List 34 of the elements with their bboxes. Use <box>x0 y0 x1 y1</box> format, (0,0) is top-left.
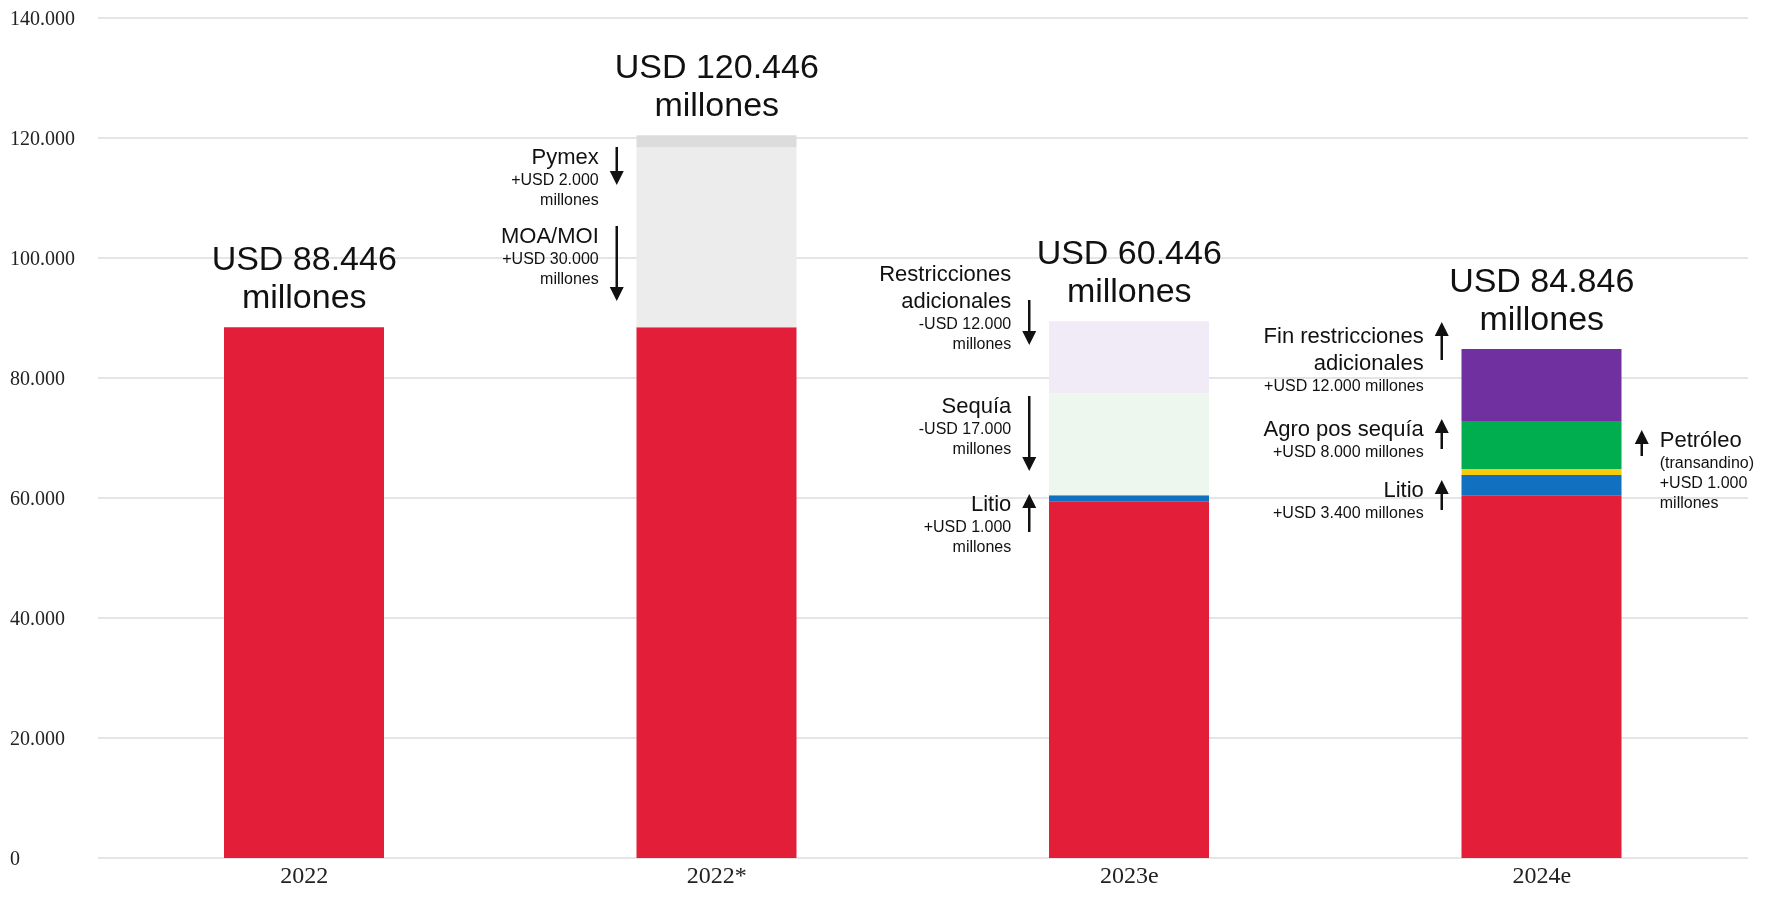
bar <box>1461 474 1622 496</box>
bar <box>1049 495 1209 502</box>
y-tick-label: 80.000 <box>10 367 65 390</box>
annotation: Litio +USD 1.000 millones <box>923 490 1012 557</box>
y-tick-label: 60.000 <box>10 487 65 510</box>
annotation: Petróleo (transandino) +USD 1.000 millones <box>1659 426 1755 513</box>
bar <box>224 327 384 858</box>
annotation: Restricciones adicionales -USD 12.000 millones <box>879 260 1012 354</box>
bar <box>1461 495 1622 858</box>
x-tick-label: 2022* <box>686 862 747 889</box>
x-tick-label: 2024e <box>1512 862 1572 889</box>
annotation: Sequía -USD 17.000 millones <box>918 392 1012 459</box>
bar <box>1461 348 1622 421</box>
bar <box>636 327 797 858</box>
annotation: USD 88.446 millones <box>210 239 398 316</box>
annotation: USD 120.446 millones <box>613 47 820 124</box>
annotation: MOA/MOI +USD 30.000 millones <box>500 222 599 289</box>
annotation: Agro pos sequía +USD 8.000 millones <box>1263 415 1424 462</box>
y-tick-label: 140.000 <box>10 7 75 30</box>
y-tick-label: 100.000 <box>10 247 75 270</box>
x-tick-label: 2023e <box>1099 862 1159 889</box>
annotation: Pymex +USD 2.000 millones <box>511 143 599 210</box>
y-tick-label: 40.000 <box>10 607 65 630</box>
annotation: USD 60.446 millones <box>1036 233 1222 310</box>
y-tick-label: 20.000 <box>10 727 65 750</box>
bar <box>1461 468 1622 475</box>
x-tick-label: 2022 <box>280 862 329 889</box>
bar <box>1461 420 1622 469</box>
annotation: Fin restricciones adicionales +USD 12.000 millones <box>1263 322 1424 396</box>
annotation: Litio +USD 3.400 millones <box>1273 476 1424 523</box>
y-tick-label: 0 <box>10 847 20 870</box>
bar <box>1049 501 1209 858</box>
y-tick-label: 120.000 <box>10 127 75 150</box>
bar <box>636 147 797 328</box>
